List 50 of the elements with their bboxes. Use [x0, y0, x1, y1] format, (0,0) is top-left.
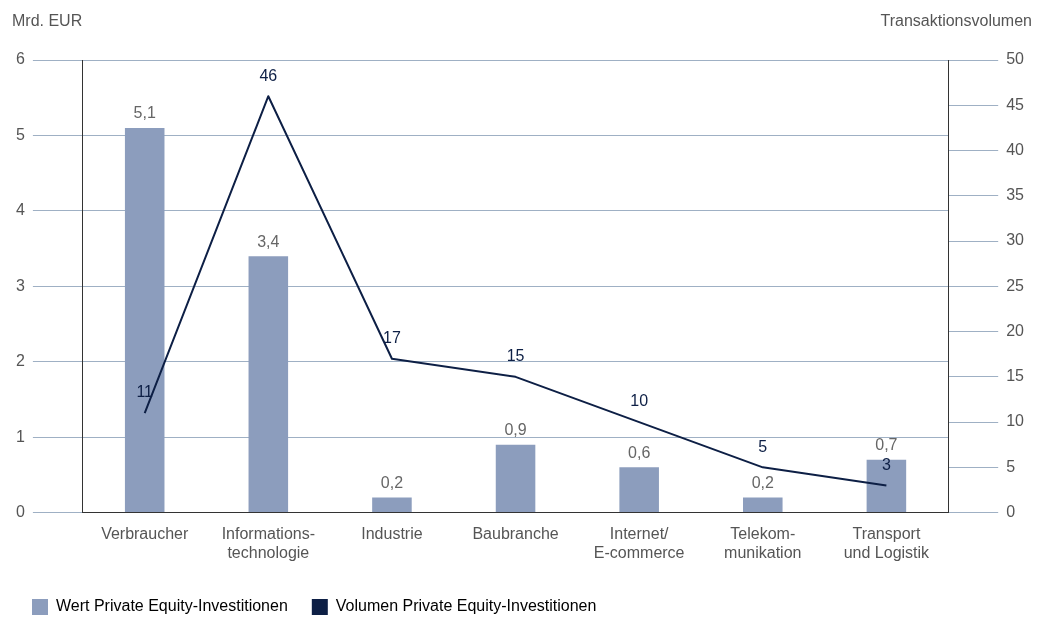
x-tick-label: Verbraucher: [101, 524, 189, 542]
y-tick-label: 3: [15, 276, 25, 294]
bar: [372, 497, 412, 513]
y2-tick-label: 45: [1006, 95, 1025, 113]
y2-tick-label: 40: [1006, 140, 1025, 158]
y2-tick-label: 30: [1006, 231, 1025, 249]
x-tick-label: Baubranche: [472, 524, 559, 542]
y2-tick-label: 5: [1006, 457, 1016, 475]
x-tick-label: Transport und Logistik: [843, 524, 931, 561]
y-tick-label: 0: [15, 503, 25, 521]
data-label: 5: [758, 437, 768, 455]
data-label: 10: [630, 392, 649, 410]
data-label: 0,6: [628, 443, 651, 461]
x-tick-label: Internet/ E-commerce: [593, 524, 685, 561]
data-label: 5,1: [133, 104, 156, 122]
data-label: 3,4: [257, 232, 280, 250]
x-tick-label: Industrie: [361, 524, 423, 542]
bar: [248, 256, 289, 513]
legend-label: Wert Private Equity-Investitionen: [56, 597, 288, 615]
y2-tick-label: 35: [1006, 186, 1025, 204]
y-tick-label: 1: [15, 427, 25, 445]
x-tick-label: Telekom- munikation: [724, 524, 802, 561]
bar: [866, 459, 907, 513]
data-label: 0,9: [504, 421, 527, 439]
bar: [124, 127, 165, 513]
y-tick-label: 4: [15, 201, 25, 219]
y2-tick-label: 10: [1006, 412, 1025, 430]
data-label: 3: [881, 455, 891, 473]
data-label: 0,2: [751, 473, 774, 491]
y2-tick-label: 20: [1006, 321, 1025, 339]
y2-tick-label: 15: [1006, 367, 1025, 385]
bar: [495, 444, 536, 513]
data-label: 15: [506, 347, 525, 365]
y2-tick-label: 25: [1006, 276, 1025, 294]
data-label: 0,2: [380, 473, 404, 491]
bar: [619, 467, 659, 513]
data-label: 17: [383, 329, 401, 347]
data-label: 11: [136, 383, 154, 401]
bar: [743, 497, 783, 513]
y2-tick-label: 50: [1006, 50, 1025, 68]
x-tick-label: Informations- technologie: [221, 524, 316, 561]
data-label: 46: [259, 66, 278, 84]
y-tick-label: 5: [15, 125, 25, 143]
legend-label: Volumen Private Equity-Investitionen: [335, 597, 597, 615]
y2-tick-label: 0: [1006, 503, 1016, 521]
data-label: 0,7: [875, 436, 898, 454]
y2-axis-title: Transaktionsvolumen: [880, 12, 1032, 30]
y-tick-label: 2: [15, 352, 25, 370]
y-axis-title: Mrd. EUR: [12, 12, 83, 30]
y-tick-label: 6: [15, 50, 25, 68]
